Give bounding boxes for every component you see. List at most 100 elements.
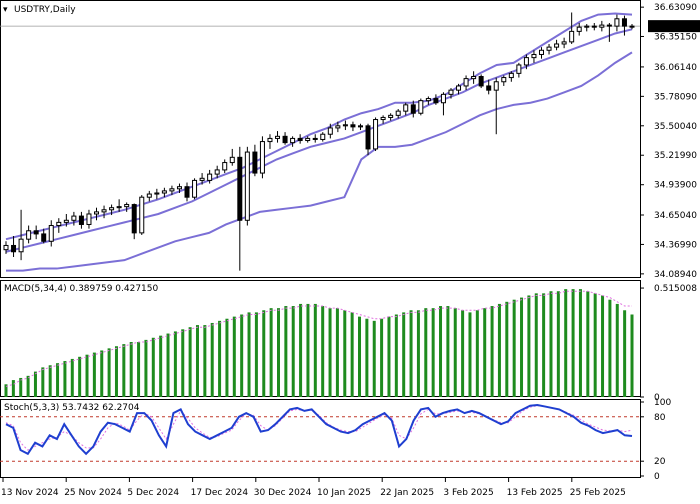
candle <box>33 225 39 240</box>
candle <box>199 173 205 185</box>
macd-histogram-bar <box>505 301 509 397</box>
candle <box>252 144 258 177</box>
candle <box>56 218 62 233</box>
macd-histogram-bar <box>291 306 295 397</box>
candle-body <box>275 135 281 139</box>
macd-histogram-bar <box>56 363 60 397</box>
candle-body <box>508 72 514 79</box>
candle-body <box>176 186 182 190</box>
candle <box>350 121 356 132</box>
stoch-y-tick-label: 80 <box>654 413 666 423</box>
candle <box>267 134 273 149</box>
candle <box>591 22 597 31</box>
macd-histogram-bar <box>335 308 339 397</box>
candle-body <box>501 77 507 83</box>
macd-histogram-bar <box>218 320 222 397</box>
macd-histogram-bar <box>343 310 347 397</box>
macd-histogram-bar <box>122 344 126 397</box>
macd-histogram-bar <box>520 297 524 397</box>
candle <box>403 102 409 116</box>
macd-histogram-bar <box>232 316 236 397</box>
candle-body <box>116 206 122 209</box>
candle <box>546 43 552 55</box>
candle-body <box>131 204 137 234</box>
price-y-tick-label: 34.65040 <box>654 211 697 221</box>
candle <box>282 132 288 145</box>
macd-histogram-bar <box>203 325 207 397</box>
candle-body <box>357 125 363 128</box>
x-tick-label: 3 Feb 2025 <box>443 488 493 498</box>
candle-body <box>48 225 54 242</box>
candle <box>365 123 371 156</box>
candle <box>433 94 439 105</box>
candle-body <box>109 207 115 211</box>
macd-histogram-bar <box>527 295 531 397</box>
candle <box>569 12 575 44</box>
macd-histogram-bar <box>608 299 612 397</box>
candle <box>169 185 175 196</box>
candle <box>508 71 514 82</box>
macd-histogram-bar <box>431 308 435 397</box>
candle <box>18 209 24 261</box>
candle <box>26 225 32 244</box>
candle-body <box>606 24 612 27</box>
candle-body <box>463 78 469 87</box>
candle-body <box>425 98 431 102</box>
price-y-tick-label: 35.21990 <box>654 151 697 161</box>
macd-histogram-bar <box>461 310 465 397</box>
macd-histogram-bar <box>144 339 148 397</box>
candle-body <box>41 233 47 242</box>
price-y-tick-label: 36.06140 <box>654 63 697 73</box>
x-tick-label: 10 Jan 2025 <box>317 488 371 498</box>
macd-histogram-bar <box>453 308 457 397</box>
macd-histogram-bar <box>48 365 52 397</box>
x-tick-label: 13 Feb 2025 <box>507 488 563 498</box>
candle-body <box>169 188 175 192</box>
candle-body <box>327 127 333 135</box>
price-chart-title: USDTRY,Daily <box>14 5 76 15</box>
candle-body <box>33 230 39 235</box>
macd-histogram-bar <box>630 314 634 397</box>
macd-histogram-bar <box>542 293 546 397</box>
x-tick-label: 25 Nov 2024 <box>64 488 122 498</box>
candle-body <box>252 151 258 174</box>
candle <box>176 183 182 193</box>
candle-body <box>124 204 130 208</box>
candle <box>599 20 605 32</box>
macd-histogram-bar <box>468 312 472 397</box>
candle <box>440 92 446 116</box>
macd-histogram-bar <box>92 352 96 397</box>
candle <box>222 159 228 174</box>
candle <box>161 187 167 198</box>
candle <box>86 209 92 229</box>
candle-body <box>433 98 439 104</box>
candle-body <box>448 89 454 95</box>
candle <box>290 136 296 147</box>
macd-histogram-bar <box>372 320 376 397</box>
macd-histogram-bar <box>210 322 214 397</box>
candle-body <box>410 104 416 114</box>
candle-body <box>101 209 107 213</box>
macd-histogram-bar <box>483 308 487 397</box>
macd-y-tick-label: 0.515008 <box>654 284 697 294</box>
macd-histogram-bar <box>195 325 199 397</box>
macd-histogram-bar <box>512 299 516 397</box>
candle-body <box>342 124 348 127</box>
candle-body <box>161 190 167 194</box>
chart-dropdown-icon[interactable]: ▾ <box>3 5 8 15</box>
candle-body <box>86 213 92 225</box>
current-price-label: 36.44998 <box>652 23 695 33</box>
candle <box>501 75 507 86</box>
candle <box>576 22 582 36</box>
macd-histogram-bar <box>593 293 597 397</box>
candle <box>101 205 107 219</box>
envelope-upper-line <box>5 12 633 241</box>
candle <box>131 203 137 240</box>
candle <box>335 121 341 133</box>
macd-histogram-bar <box>424 308 428 397</box>
macd-histogram-bar <box>394 314 398 397</box>
candle <box>78 211 84 229</box>
candle-body <box>373 119 379 150</box>
stoch-title: Stoch(5,3,3) 53.7432 62.2704 <box>4 403 140 413</box>
